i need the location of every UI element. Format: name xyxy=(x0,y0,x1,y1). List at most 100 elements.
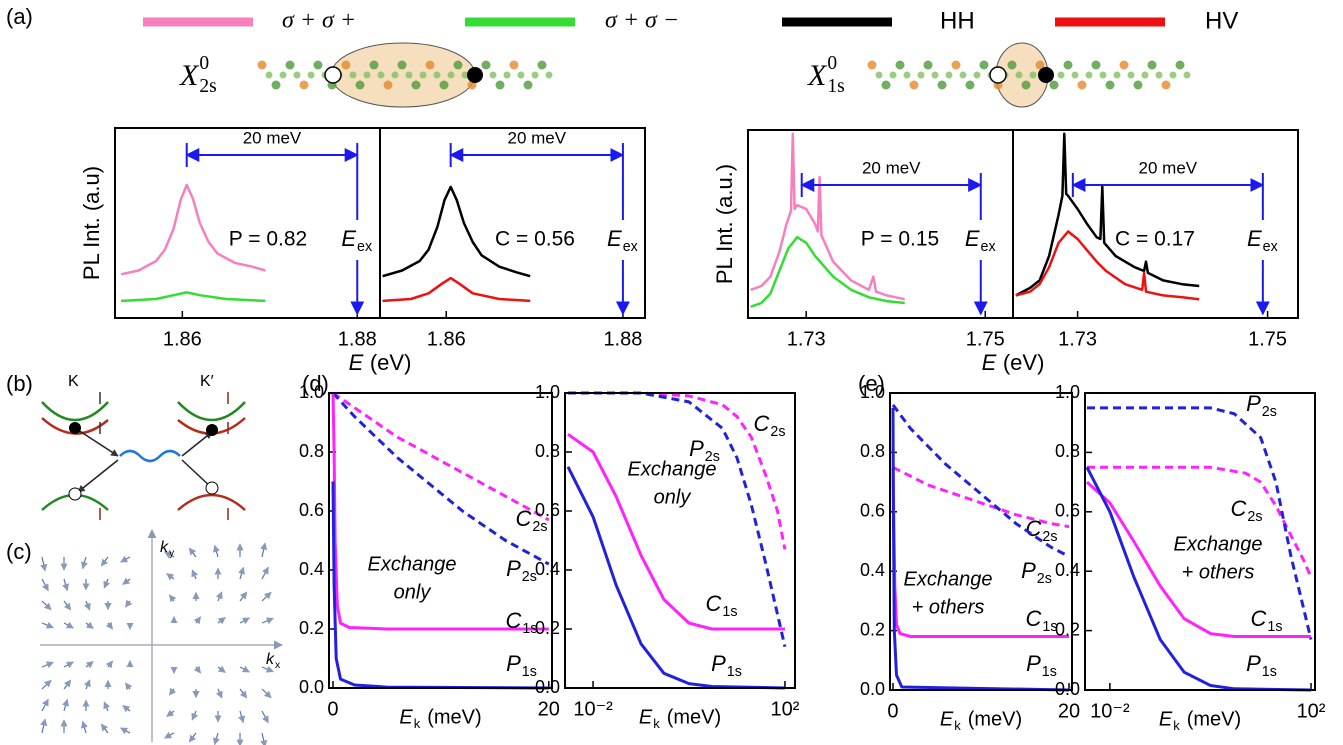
label-part: (eV) xyxy=(1003,350,1045,375)
atom xyxy=(1064,61,1073,70)
y-tick-label: 1.0 xyxy=(535,382,560,402)
atom xyxy=(426,61,435,70)
y-tick-label: 0.0 xyxy=(1055,679,1080,699)
field-arrow xyxy=(86,662,93,667)
field-arrow xyxy=(64,699,67,711)
label: C1s xyxy=(1251,606,1283,635)
atom xyxy=(356,81,365,90)
field-arrow xyxy=(42,601,51,610)
y-tick-label: 0.4 xyxy=(535,559,560,579)
label-part: k xyxy=(1173,718,1180,733)
label-part: E xyxy=(341,226,356,251)
field-arrow xyxy=(64,623,73,628)
label-part: (meV) xyxy=(427,706,481,728)
field-arrow xyxy=(42,557,45,571)
atom xyxy=(420,72,427,79)
atom xyxy=(876,72,883,79)
atom xyxy=(272,81,281,90)
field-arrow xyxy=(108,623,113,629)
atom xyxy=(952,61,961,70)
label-part: 2s xyxy=(199,76,216,97)
field-arrow xyxy=(262,567,268,579)
plot-frame xyxy=(115,128,380,318)
atom xyxy=(504,72,511,79)
field-arrow xyxy=(42,699,48,711)
hole xyxy=(990,67,1006,83)
atom xyxy=(1092,61,1101,70)
atom xyxy=(1106,81,1115,90)
atom xyxy=(1184,72,1191,79)
field-arrow xyxy=(192,711,196,720)
field-arrow xyxy=(218,618,225,623)
atom xyxy=(406,72,413,79)
atom xyxy=(1058,72,1065,79)
field-arrow xyxy=(86,601,90,610)
field-arrow xyxy=(125,601,130,607)
annotation: C = 0.56 xyxy=(495,228,575,251)
field-arrow xyxy=(86,623,93,628)
y-tick-label: 0.8 xyxy=(299,441,324,461)
field-arrow xyxy=(196,667,201,673)
atom xyxy=(546,72,553,79)
x-tick-label: 1.75 xyxy=(1248,328,1287,350)
label-part: k xyxy=(160,539,169,556)
y-tick-label: 0.4 xyxy=(1055,560,1080,580)
curve xyxy=(893,408,1069,690)
field-arrow xyxy=(125,683,130,689)
field-arrow xyxy=(42,662,53,667)
y-axis-label: PL Int. (a.u) xyxy=(79,166,104,280)
label-part: 1s xyxy=(1042,664,1057,680)
label-part: P xyxy=(1021,558,1036,583)
curve xyxy=(333,393,549,564)
label: Ek(meV) xyxy=(1159,708,1241,733)
atom xyxy=(1170,72,1177,79)
x-tick-label: 10² xyxy=(770,698,799,720)
electron xyxy=(1038,67,1054,83)
valley-label: K′ xyxy=(200,373,214,390)
label-part: P xyxy=(1026,651,1041,676)
annotation: P = 0.82 xyxy=(229,228,307,251)
atom xyxy=(1120,61,1129,70)
atom xyxy=(538,61,547,70)
field-arrow xyxy=(189,733,196,742)
y-tick-label: 0.2 xyxy=(299,618,324,638)
label: E(eV) xyxy=(349,350,412,375)
field-arrow xyxy=(240,689,247,698)
figure: (a) (b) (c) (d) (e) K K′ kykxX02sX01s1.8… xyxy=(0,0,1343,745)
note: + others xyxy=(1182,561,1255,583)
atom xyxy=(1148,61,1157,70)
y-tick-label: 0.8 xyxy=(1055,441,1080,461)
field-arrow xyxy=(215,733,218,745)
field-arrow xyxy=(240,592,247,601)
atom xyxy=(960,72,967,79)
hole xyxy=(325,67,341,83)
label: kx xyxy=(266,651,281,671)
label-part: k xyxy=(954,718,961,733)
label: P2s xyxy=(1021,558,1052,587)
label: C2s xyxy=(1231,496,1263,525)
atom xyxy=(904,72,911,79)
y-tick-label: 0.6 xyxy=(1055,501,1080,521)
field-arrow xyxy=(167,574,174,579)
field-arrow xyxy=(64,662,73,667)
y-tick-label: 0.0 xyxy=(860,679,885,699)
y-tick-label: 0.0 xyxy=(535,677,560,697)
atom xyxy=(280,72,287,79)
label-part: ex xyxy=(623,239,638,255)
panel-label: (a) xyxy=(6,4,33,29)
atom xyxy=(1142,72,1149,79)
label-part: 2s xyxy=(770,424,785,440)
x-tick-label: 10² xyxy=(1297,700,1326,722)
atom xyxy=(938,81,947,90)
field-arrow xyxy=(121,728,130,733)
span-label: 20 meV xyxy=(507,128,566,147)
label: C1s xyxy=(706,591,738,620)
legend-label: HV xyxy=(1205,7,1238,34)
label-part: C xyxy=(1251,606,1267,631)
atom xyxy=(910,81,919,90)
label: C2s xyxy=(754,411,786,440)
field-arrow xyxy=(104,702,108,711)
field-arrow xyxy=(101,557,108,566)
hole xyxy=(206,482,218,494)
label-part: E xyxy=(1247,226,1262,251)
